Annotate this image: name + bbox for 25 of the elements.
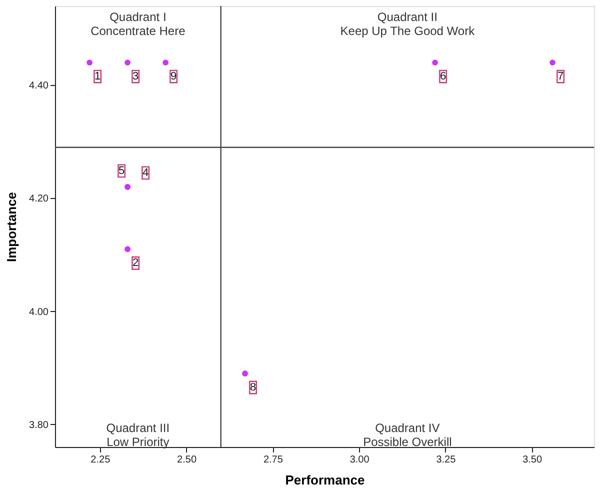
annotation: 5 [118,164,125,177]
y-axis-title: Importance [4,192,20,262]
y-tick-label: 4.20 [29,194,49,205]
annotation: 7 [557,70,564,83]
y-tick-label: 4.00 [29,306,49,318]
y-tick-label: 4.40 [29,80,49,92]
x-axis-title: Performance [285,472,365,488]
annotation: 2 [132,257,139,270]
x-tick-label: 3.25 [436,454,456,466]
x-tick-label: 2.50 [177,454,197,466]
annotation: 6 [440,70,446,83]
annotation: 4 [142,166,149,179]
annotation: Quadrant IV Possible Overkill [363,421,452,449]
annotation: 8 [250,382,256,394]
annotation: Quadrant III Low Priority [106,421,170,449]
annotation: Quadrant II Keep Up The Good Work [340,10,476,38]
annotation: 1 [94,70,101,83]
x-tick-label: 2.75 [263,454,284,466]
annotation: 9 [170,70,177,83]
x-tick-label: 2.25 [90,454,111,466]
annotation: 3 [132,70,139,83]
x-tick-label: 3.00 [350,454,370,466]
x-tick-label: 3.50 [522,454,542,466]
annotation: Quadrant I Concentrate Here [90,10,186,38]
y-tick-label: 3.80 [29,420,49,431]
